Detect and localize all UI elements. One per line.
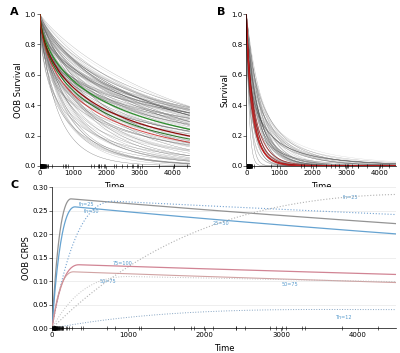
Y-axis label: OOB CRPS: OOB CRPS <box>22 236 31 280</box>
X-axis label: Time: Time <box>214 344 234 353</box>
Text: th=50: th=50 <box>84 209 100 214</box>
Y-axis label: Survival: Survival <box>221 73 230 107</box>
Text: B: B <box>216 6 225 17</box>
X-axis label: Time: Time <box>311 182 332 191</box>
Text: A: A <box>10 6 19 17</box>
Text: 75=100: 75=100 <box>113 261 133 266</box>
Text: Th=12: Th=12 <box>335 316 351 321</box>
Text: 25=50: 25=50 <box>212 221 229 226</box>
Y-axis label: OOB Survival: OOB Survival <box>14 62 23 118</box>
X-axis label: Time: Time <box>104 182 125 191</box>
Text: C: C <box>11 180 19 190</box>
Text: 50=75: 50=75 <box>99 279 116 284</box>
Text: 50=75: 50=75 <box>281 282 298 287</box>
Text: th=25: th=25 <box>342 195 358 200</box>
Text: th=25: th=25 <box>79 203 94 208</box>
